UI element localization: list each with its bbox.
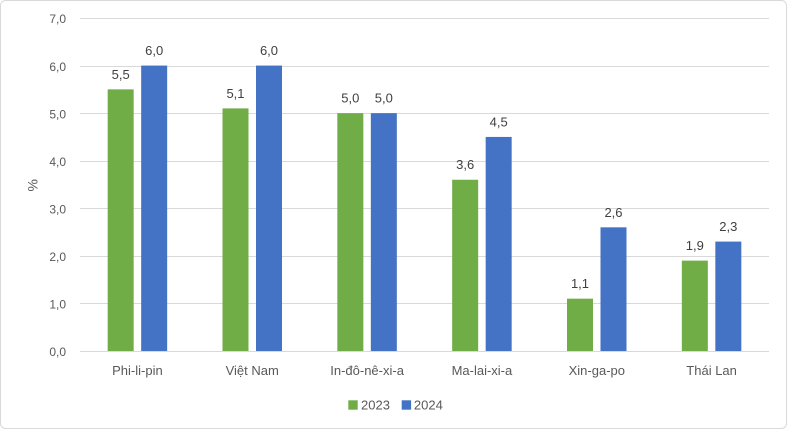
svg-text:2023: 2023 [361,398,390,413]
svg-text:In-đô-nê-xi-a: In-đô-nê-xi-a [330,363,404,378]
svg-text:5,1: 5,1 [226,86,244,101]
svg-text:6,0: 6,0 [49,60,66,74]
svg-text:3,6: 3,6 [456,157,474,172]
svg-text:4,0: 4,0 [49,155,66,169]
svg-text:Ma-lai-xi-a: Ma-lai-xi-a [452,363,513,378]
svg-text:Thái Lan: Thái Lan [686,363,737,378]
svg-text:5,0: 5,0 [341,91,359,106]
svg-text:2,0: 2,0 [49,250,66,264]
svg-text:1,1: 1,1 [571,276,589,291]
svg-text:6,0: 6,0 [260,43,278,58]
svg-text:2,3: 2,3 [719,219,737,234]
svg-text:1,9: 1,9 [686,238,704,253]
svg-text:5,5: 5,5 [112,67,130,82]
svg-text:2,6: 2,6 [604,205,622,220]
svg-text:5,0: 5,0 [375,91,393,106]
svg-text:Việt Nam: Việt Nam [226,363,279,378]
svg-text:3,0: 3,0 [49,203,66,217]
svg-text:6,0: 6,0 [145,43,163,58]
svg-text:Xin-ga-po: Xin-ga-po [569,363,625,378]
svg-text:2024: 2024 [414,398,443,413]
svg-text:4,5: 4,5 [490,114,508,129]
svg-text:1,0: 1,0 [49,298,66,312]
svg-text:7,0: 7,0 [49,12,66,26]
svg-text:%: % [25,179,41,191]
svg-text:0,0: 0,0 [49,345,66,359]
svg-text:5,0: 5,0 [49,107,66,121]
svg-text:Phi-li-pin: Phi-li-pin [112,363,163,378]
